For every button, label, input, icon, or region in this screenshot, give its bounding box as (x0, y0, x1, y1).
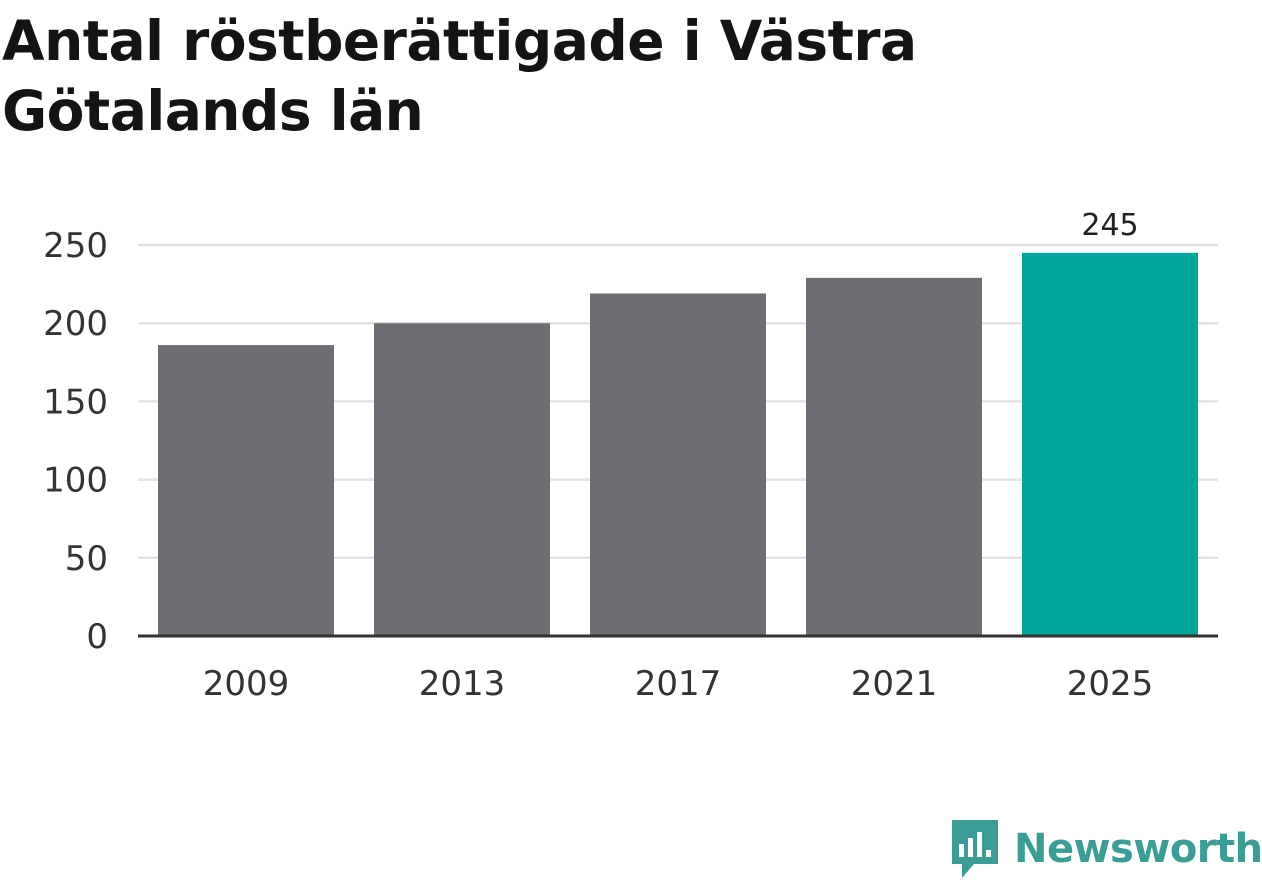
newsworthy-logo-icon (950, 818, 1000, 880)
bar-2025 (1022, 253, 1198, 636)
y-tick-label: 50 (65, 539, 108, 579)
bar-chart: 0 50 100 150 200 250 2009 2013 2017 2021 2025 245 (0, 0, 1262, 879)
x-tick-label: 2013 (419, 664, 506, 704)
x-tick-label: 2009 (203, 664, 290, 704)
y-tick-label: 250 (43, 226, 108, 266)
bars (158, 253, 1198, 636)
y-tick-label: 200 (43, 304, 108, 344)
bar-2021 (806, 278, 982, 636)
bar-2013 (374, 323, 550, 636)
y-tick-label: 0 (86, 617, 108, 657)
bar-2017 (590, 293, 766, 636)
bar-2009 (158, 345, 334, 636)
x-tick-label: 2021 (851, 664, 938, 704)
brand-name: Newsworthy (1014, 826, 1262, 872)
x-tick-label: 2017 (635, 664, 722, 704)
y-tick-label: 150 (43, 382, 108, 422)
brand-logo: Newsworthy (950, 818, 1262, 880)
data-label: 245 (1081, 208, 1138, 243)
y-tick-label: 100 (43, 461, 108, 501)
x-tick-label: 2025 (1067, 664, 1154, 704)
